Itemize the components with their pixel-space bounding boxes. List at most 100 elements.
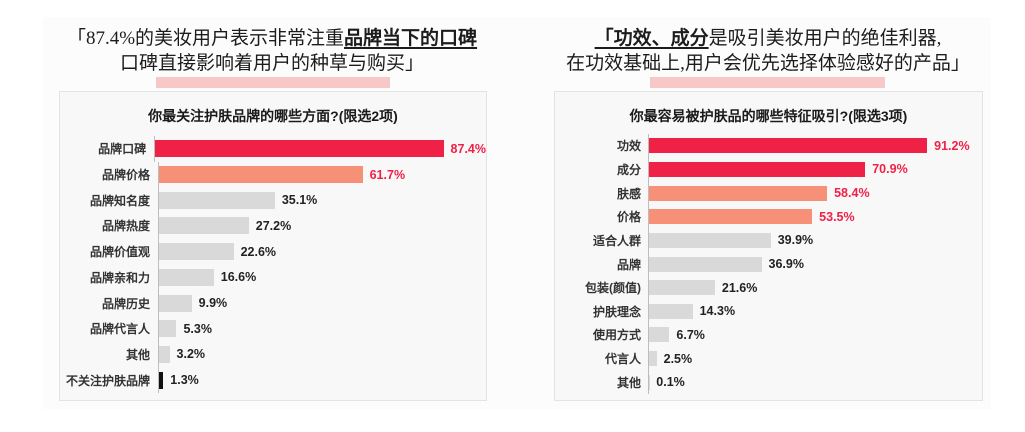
bar-value-label: 6.7%	[676, 327, 705, 342]
bar-value-label: 58.4%	[834, 186, 870, 201]
bar-category-label: 品牌知名度	[89, 193, 150, 208]
bar	[159, 191, 275, 209]
bar-row: 不关注护肤品牌 1.3%	[60, 367, 486, 394]
bar-track: 9.9%	[158, 290, 486, 316]
bar-value-label: 39.9%	[777, 233, 814, 248]
bar-row: 品牌知名度 35.1%	[60, 187, 486, 214]
bar	[159, 243, 234, 261]
bar-track: 91.2%	[648, 134, 982, 158]
bar-category-label: 使用方式	[592, 328, 641, 343]
bar-category-label: 价格	[616, 210, 641, 225]
bar	[155, 140, 444, 158]
left-headline: 「87.4%的美妆用户表示非常注重品牌当下的口碑 口碑直接影响着用户的种草与购买…	[57, 26, 487, 76]
bar-category-label: 品牌亲和力	[89, 270, 150, 285]
left-headline-emphasis: 品牌当下的口碑	[344, 28, 478, 49]
bar-row: 功效 91.2%	[555, 134, 982, 158]
bar-value-label: 61.7%	[369, 167, 406, 182]
bar	[159, 217, 249, 235]
bar	[159, 320, 177, 338]
bar-track: 0.1%	[648, 370, 982, 395]
bar	[649, 327, 670, 343]
bar-value-label: 53.5%	[819, 209, 855, 224]
bar-row: 成分 70.9%	[555, 157, 982, 182]
bar-row: 品牌代言人 5.3%	[60, 315, 486, 342]
bar-category-label: 功效	[616, 139, 641, 154]
bar-track: 36.9%	[648, 252, 982, 276]
right-headline: 「功效、成分是吸引美妆用户的绝佳利器, 在功效基础上,用户会优先选择体验感好的产…	[553, 26, 983, 76]
bar-track: 1.3%	[158, 367, 486, 394]
bar-value-label: 2.5%	[663, 351, 693, 366]
bar-value-label: 27.2%	[255, 218, 292, 233]
bar-value-label: 0.1%	[656, 375, 685, 390]
bar-value-label: 21.6%	[721, 280, 758, 295]
right-headline-line2: 在功效基础上,用户会优先选择体验感好的产品」	[566, 53, 970, 74]
bar	[649, 351, 657, 367]
bar-row: 护肤理念 14.3%	[555, 299, 982, 324]
left-pink-highlight-strip	[156, 77, 390, 88]
bar-value-label: 35.1%	[281, 193, 318, 208]
right-headline-line1-post: 是吸引美妆用户的绝佳利器,	[708, 28, 942, 49]
bar-row: 价格 53.5%	[555, 204, 982, 229]
bar-category-label: 品牌热度	[101, 219, 150, 234]
left-headline-line1-pre: 「87.4%的美妆用户表示非常注重	[66, 28, 345, 49]
bar-track: 58.4%	[648, 181, 982, 205]
bar-category-label: 包装(颜值)	[585, 281, 641, 296]
bar-row: 适合人群 39.9%	[555, 228, 982, 253]
bar-row: 代言人 2.5%	[555, 346, 982, 371]
bar-track: 21.6%	[648, 275, 982, 300]
bar-category-label: 肤感	[616, 186, 641, 201]
bar-value-label: 14.3%	[699, 304, 736, 319]
bar	[649, 280, 715, 296]
bar-category-label: 其他	[616, 375, 641, 390]
bar-row: 品牌价格 61.7%	[60, 161, 486, 188]
bar-value-label: 87.4%	[450, 141, 486, 156]
bar-value-label: 16.6%	[220, 270, 257, 285]
left-chart-title: 你最关注护肤品牌的哪些方面?(限选2项)	[148, 108, 398, 124]
bar-row: 品牌口碑 87.4%	[60, 136, 486, 162]
bar-category-label: 品牌价值观	[89, 245, 150, 260]
bar-value-label: 22.6%	[240, 244, 277, 259]
bar-track: 14.3%	[648, 299, 982, 324]
bar-row: 品牌价值观 22.6%	[60, 238, 486, 265]
bar-category-label: 品牌价格	[101, 168, 150, 183]
bar-row: 品牌亲和力 16.6%	[60, 264, 486, 291]
bar	[649, 232, 771, 248]
bar-track: 39.9%	[648, 228, 982, 253]
bar-category-label: 护肤理念	[592, 304, 641, 319]
bar-track: 53.5%	[648, 204, 982, 229]
bar	[649, 209, 813, 225]
bar-track: 6.7%	[648, 323, 982, 347]
left-chart-panel: 你最关注护肤品牌的哪些方面?(限选2项) 品牌口碑 87.4% 品牌价格 61.7% 品…	[59, 91, 487, 401]
bar-row: 肤感 58.4%	[555, 181, 982, 205]
bar-track: 35.1%	[158, 187, 486, 214]
bar-category-label: 不关注护肤品牌	[65, 373, 150, 388]
bar-value-label: 9.9%	[198, 296, 228, 311]
bar-category-label: 品牌历史	[101, 296, 150, 311]
right-pink-highlight-strip	[650, 77, 885, 88]
bar-row: 其他 0.1%	[555, 370, 982, 395]
bar-category-label: 品牌口碑	[98, 142, 147, 157]
bar	[649, 161, 866, 177]
bar	[159, 294, 192, 312]
bar-track: 22.6%	[158, 238, 486, 265]
bar-category-label: 品牌代言人	[89, 322, 150, 337]
bar	[649, 138, 928, 154]
bar-category-label: 成分	[616, 162, 641, 177]
right-chart-panel: 你最容易被护肤品的哪些特征吸引?(限选3项) 功效 91.2% 成分 70.9% 肤感 5…	[554, 91, 983, 401]
bar-row: 品牌热度 27.2%	[60, 213, 486, 239]
bar	[159, 371, 164, 389]
bar	[649, 303, 693, 319]
right-chart-rows: 功效 91.2% 成分 70.9% 肤感 58.4% 价格 53.5% 适合人群 39.9% 品牌 3…	[555, 134, 982, 395]
right-headline-emphasis: 「功效、成分	[594, 28, 709, 49]
bar-value-label: 5.3%	[183, 321, 212, 336]
bar-value-label: 70.9%	[872, 162, 908, 177]
bar	[159, 166, 363, 184]
bar-row: 其他 3.2%	[60, 341, 486, 368]
left-headline-line2: 口碑直接影响着用户的种草与购买」	[119, 53, 424, 74]
bar-row: 包装(颜值) 21.6%	[555, 275, 982, 300]
right-chart-title: 你最容易被护肤品的哪些特征吸引?(限选3项)	[629, 108, 908, 124]
left-chart-rows: 品牌口碑 87.4% 品牌价格 61.7% 品牌知名度 35.1% 品牌热度 27.2% 品牌价…	[60, 136, 486, 394]
bar	[649, 185, 828, 201]
bar-value-label: 1.3%	[170, 373, 199, 388]
